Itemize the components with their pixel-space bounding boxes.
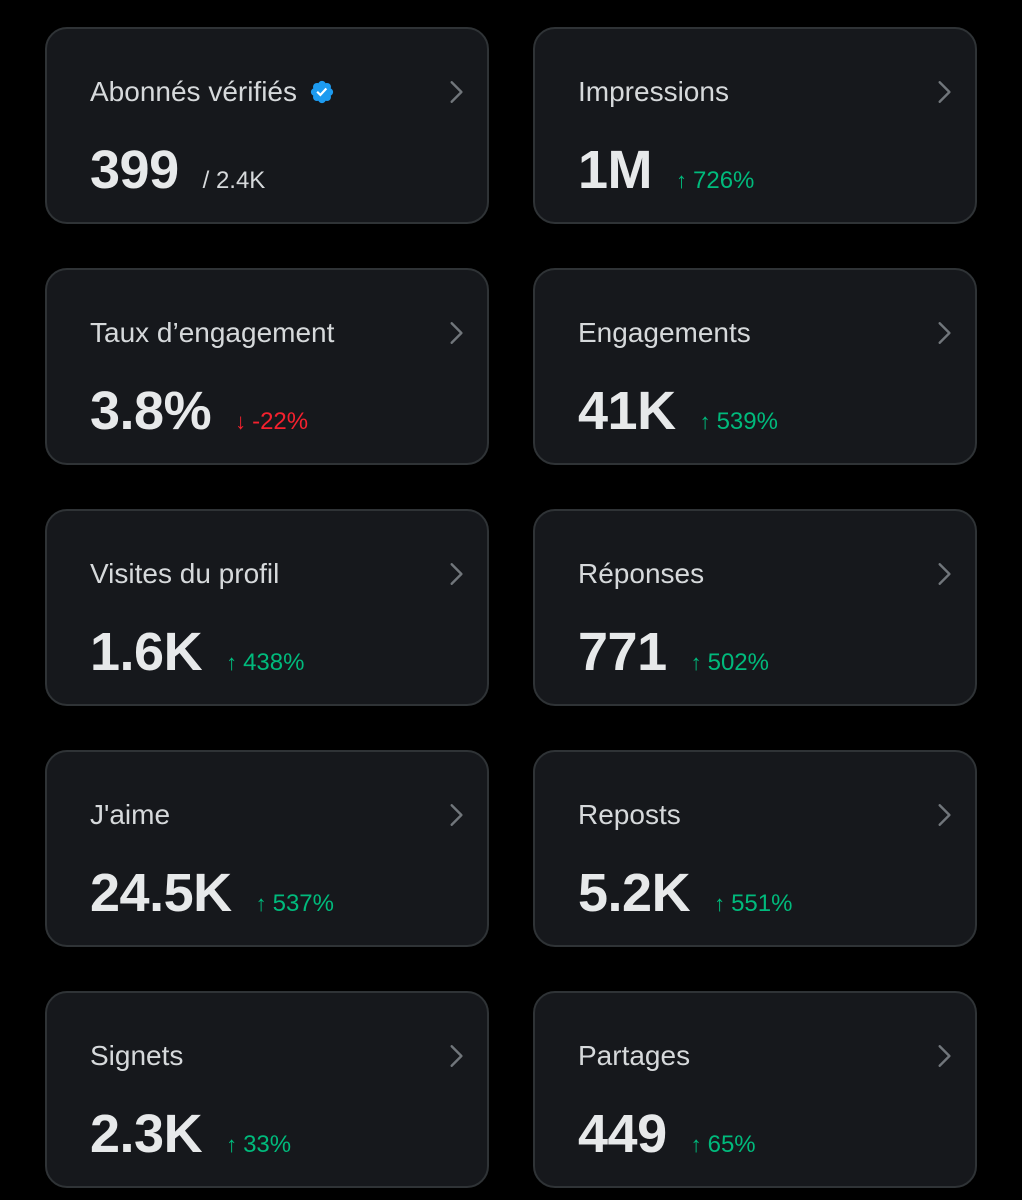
arrow-up-icon: ↑ xyxy=(714,891,726,916)
card-change-text: 539% xyxy=(716,408,778,435)
card-bookmarks[interactable]: Signets 2.3K ↑ 33% xyxy=(45,991,489,1188)
card-shares[interactable]: Partages 449 ↑ 65% xyxy=(533,991,977,1188)
card-value: 399 xyxy=(90,140,179,200)
card-label-row: Impressions xyxy=(578,76,729,108)
card-value: 3.8% xyxy=(90,381,212,441)
card-value-row: 2.3K ↑ 33% xyxy=(90,1103,291,1165)
card-change-text: 438% xyxy=(243,649,305,676)
chevron-right-icon xyxy=(938,804,951,826)
card-total: / 2.4K xyxy=(203,167,266,195)
card-label: Engagements xyxy=(578,317,751,348)
card-engagements[interactable]: Engagements 41K ↑ 539% xyxy=(533,268,977,465)
card-label-row: Abonnés vérifiés xyxy=(90,76,335,108)
arrow-up-icon: ↑ xyxy=(690,650,702,675)
chevron-right-icon xyxy=(450,81,463,103)
chevron-right-icon xyxy=(938,81,951,103)
card-value-row: 1.6K ↑ 438% xyxy=(90,621,304,683)
card-label-row: Engagements xyxy=(578,317,751,349)
card-value: 24.5K xyxy=(90,863,232,923)
card-label: Partages xyxy=(578,1040,691,1071)
card-value: 41K xyxy=(578,381,676,441)
card-change-text: 537% xyxy=(272,890,334,917)
card-label: Reposts xyxy=(578,799,681,830)
card-label-row: J'aime xyxy=(90,799,170,831)
card-label: Visites du profil xyxy=(90,558,280,589)
card-label: J'aime xyxy=(90,799,171,830)
card-change: ↑ 438% xyxy=(226,649,304,677)
arrow-up-icon: ↑ xyxy=(226,650,238,675)
card-value-row: 449 ↑ 65% xyxy=(578,1103,756,1165)
card-label-row: Signets xyxy=(90,1040,183,1072)
card-value-row: 5.2K ↑ 551% xyxy=(578,862,792,924)
card-label-row: Reposts xyxy=(578,799,681,831)
card-label: Taux d’engagement xyxy=(90,317,335,348)
card-label-row: Réponses xyxy=(578,558,704,590)
card-change: ↑ 539% xyxy=(700,408,778,436)
card-engagement-rate[interactable]: Taux d’engagement 3.8% ↓ -22% xyxy=(45,268,489,465)
card-change-text: -22% xyxy=(252,408,309,435)
card-value-row: 3.8% ↓ -22% xyxy=(90,380,308,442)
card-change-text: 502% xyxy=(707,649,769,676)
card-label-row: Visites du profil xyxy=(90,558,279,590)
card-change: ↑ 726% xyxy=(676,167,754,195)
card-change: ↑ 33% xyxy=(226,1131,291,1159)
card-label-row: Taux d’engagement xyxy=(90,317,334,349)
verified-badge-icon xyxy=(310,80,334,104)
card-value-row: 41K ↑ 539% xyxy=(578,380,778,442)
card-change-text: 726% xyxy=(693,167,755,194)
card-change: ↓ -22% xyxy=(235,408,308,436)
arrow-up-icon: ↑ xyxy=(255,891,267,916)
card-replies[interactable]: Réponses 771 ↑ 502% xyxy=(533,509,977,706)
card-likes[interactable]: J'aime 24.5K ↑ 537% xyxy=(45,750,489,947)
arrow-up-icon: ↑ xyxy=(699,409,711,434)
card-change: ↑ 65% xyxy=(691,1131,756,1159)
card-value-row: 399 / 2.4K xyxy=(90,139,265,201)
card-value: 5.2K xyxy=(578,863,691,923)
card-impressions[interactable]: Impressions 1M ↑ 726% xyxy=(533,27,977,224)
card-label: Abonnés vérifiés xyxy=(90,76,298,107)
chevron-right-icon xyxy=(450,322,463,344)
chevron-right-icon xyxy=(938,322,951,344)
card-total-text: / 2.4K xyxy=(202,167,266,194)
card-label: Réponses xyxy=(578,558,705,589)
card-value: 2.3K xyxy=(90,1104,203,1164)
card-reposts[interactable]: Reposts 5.2K ↑ 551% xyxy=(533,750,977,947)
card-value-row: 1M ↑ 726% xyxy=(578,139,754,201)
card-change-text: 551% xyxy=(731,890,793,917)
card-change-text: 65% xyxy=(707,1131,756,1158)
card-change: ↑ 537% xyxy=(256,890,334,918)
card-label: Impressions xyxy=(578,76,729,107)
arrow-down-icon: ↓ xyxy=(235,409,247,434)
card-value: 1M xyxy=(578,140,653,200)
card-label: Signets xyxy=(90,1040,184,1071)
card-value: 771 xyxy=(578,622,667,682)
card-value-row: 771 ↑ 502% xyxy=(578,621,769,683)
card-value-row: 24.5K ↑ 537% xyxy=(90,862,334,924)
chevron-right-icon xyxy=(450,1045,463,1067)
chevron-right-icon xyxy=(938,1045,951,1067)
arrow-up-icon: ↑ xyxy=(676,168,688,193)
card-label-row: Partages xyxy=(578,1040,690,1072)
chevron-right-icon xyxy=(450,563,463,585)
card-verified-followers[interactable]: Abonnés vérifiés 399 / 2.4K xyxy=(45,27,489,224)
card-value: 1.6K xyxy=(90,622,203,682)
card-change: ↑ 502% xyxy=(691,649,769,677)
card-value: 449 xyxy=(578,1104,667,1164)
card-change: ↑ 551% xyxy=(714,890,792,918)
card-profile-visits[interactable]: Visites du profil 1.6K ↑ 438% xyxy=(45,509,489,706)
metrics-grid: Abonnés vérifiés 399 / 2.4K Impressions … xyxy=(45,27,977,1188)
arrow-up-icon: ↑ xyxy=(690,1132,702,1157)
chevron-right-icon xyxy=(938,563,951,585)
chevron-right-icon xyxy=(450,804,463,826)
arrow-up-icon: ↑ xyxy=(226,1132,238,1157)
card-change-text: 33% xyxy=(243,1131,292,1158)
